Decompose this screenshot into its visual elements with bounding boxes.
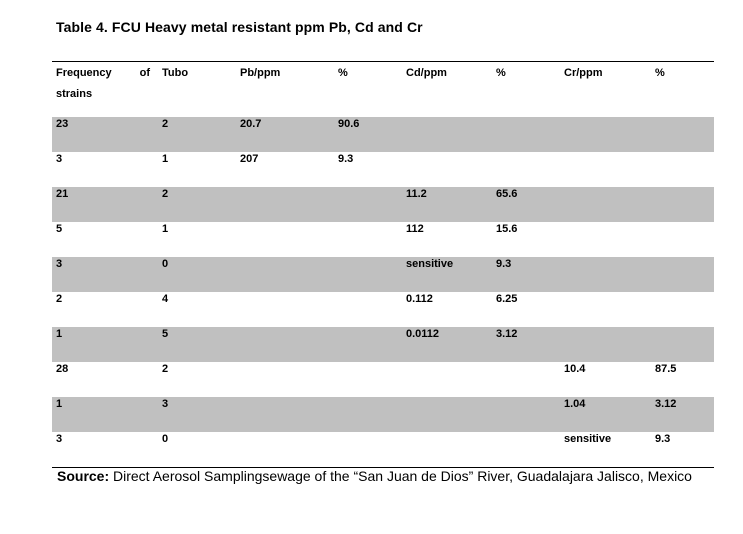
table-row: 1 3 1.04 3.12: [52, 397, 714, 432]
table-row: 1 5 0.0112 3.12: [52, 327, 714, 362]
cell-cd-percent: 15.6: [496, 223, 518, 235]
cell-tubo: 2: [162, 363, 169, 375]
table-row: 3 1 207 9.3: [52, 152, 714, 187]
source-note: Source: Direct Aerosol Samplingsewage of…: [57, 466, 697, 487]
table-row: 23 2 20.7 90.6: [52, 117, 714, 152]
cell-cd-ppm: 11.2: [406, 188, 427, 200]
header-frequency-word: Frequency: [56, 67, 112, 79]
cell-tubo: 5: [162, 328, 169, 340]
cell-tubo: 0: [162, 433, 169, 445]
cell-frequency: 2: [56, 293, 63, 305]
cell-pb-ppm: 20.7: [240, 118, 262, 130]
table-row: 28 2 10.4 87.5: [52, 362, 714, 397]
cell-cd-percent: 65.6: [496, 188, 518, 200]
source-text: Direct Aerosol Samplingsewage of the “Sa…: [109, 468, 692, 484]
cell-frequency: 5: [56, 223, 63, 235]
header-pb-percent: %: [338, 67, 348, 79]
cell-tubo: 4: [162, 293, 169, 305]
header-pb-ppm: Pb/ppm: [240, 67, 281, 79]
cell-tubo: 0: [162, 258, 169, 270]
table-header-row: Frequency of strains Tubo Pb/ppm % Cd/pp…: [52, 62, 714, 117]
table-row: 2 4 0.112 6.25: [52, 292, 714, 327]
cell-cr-percent: 3.12: [655, 398, 677, 410]
cell-cr-percent: 87.5: [655, 363, 677, 375]
cell-frequency: 3: [56, 153, 63, 165]
cell-cd-ppm: 0.112: [406, 293, 433, 305]
cell-tubo: 2: [162, 188, 169, 200]
table-top-rule: [52, 61, 714, 62]
cell-frequency: 28: [56, 363, 69, 375]
cell-pb-ppm: 207: [240, 153, 259, 165]
header-tubo: Tubo: [162, 67, 189, 79]
cell-cd-ppm: sensitive: [406, 258, 454, 270]
header-of-word: of: [139, 67, 150, 79]
cell-tubo: 1: [162, 153, 169, 165]
cell-tubo: 1: [162, 223, 169, 235]
header-cr-percent: %: [655, 67, 665, 79]
cell-cd-percent: 3.12: [496, 328, 518, 340]
cell-pb-percent: 90.6: [338, 118, 360, 130]
table-row: 5 1 112 15.6: [52, 222, 714, 257]
table-bottom-rule: [52, 467, 714, 468]
table-title: Table 4. FCU Heavy metal resistant ppm P…: [56, 19, 423, 35]
header-strains-word: strains: [56, 88, 93, 100]
cell-frequency: 21: [56, 188, 69, 200]
cell-cr-percent: 9.3: [655, 433, 671, 445]
cell-cr-ppm: sensitive: [564, 433, 612, 445]
header-cd-percent: %: [496, 67, 506, 79]
cell-cr-ppm: 10.4: [564, 363, 586, 375]
cell-frequency: 23: [56, 118, 69, 130]
cell-cd-percent: 9.3: [496, 258, 512, 270]
cell-pb-percent: 9.3: [338, 153, 354, 165]
cell-cd-ppm: 112: [406, 223, 424, 235]
cell-frequency: 3: [56, 433, 63, 445]
cell-cr-ppm: 1.04: [564, 398, 586, 410]
table-row: 3 0 sensitive 9.3: [52, 257, 714, 292]
cell-tubo: 3: [162, 398, 169, 410]
cell-frequency: 3: [56, 258, 63, 270]
header-cr-ppm: Cr/ppm: [564, 67, 603, 79]
cell-frequency: 1: [56, 328, 63, 340]
table-row: 21 2 11.2 65.6: [52, 187, 714, 222]
table-row: 3 0 sensitive 9.3: [52, 432, 714, 467]
cell-tubo: 2: [162, 118, 169, 130]
cell-cd-percent: 6.25: [496, 293, 518, 305]
source-label: Source:: [57, 468, 110, 484]
header-frequency-of-strains: Frequency of strains: [56, 63, 150, 105]
cell-cd-ppm: 0.0112: [406, 328, 440, 340]
header-cd-ppm: Cd/ppm: [406, 67, 447, 79]
cell-frequency: 1: [56, 398, 63, 410]
